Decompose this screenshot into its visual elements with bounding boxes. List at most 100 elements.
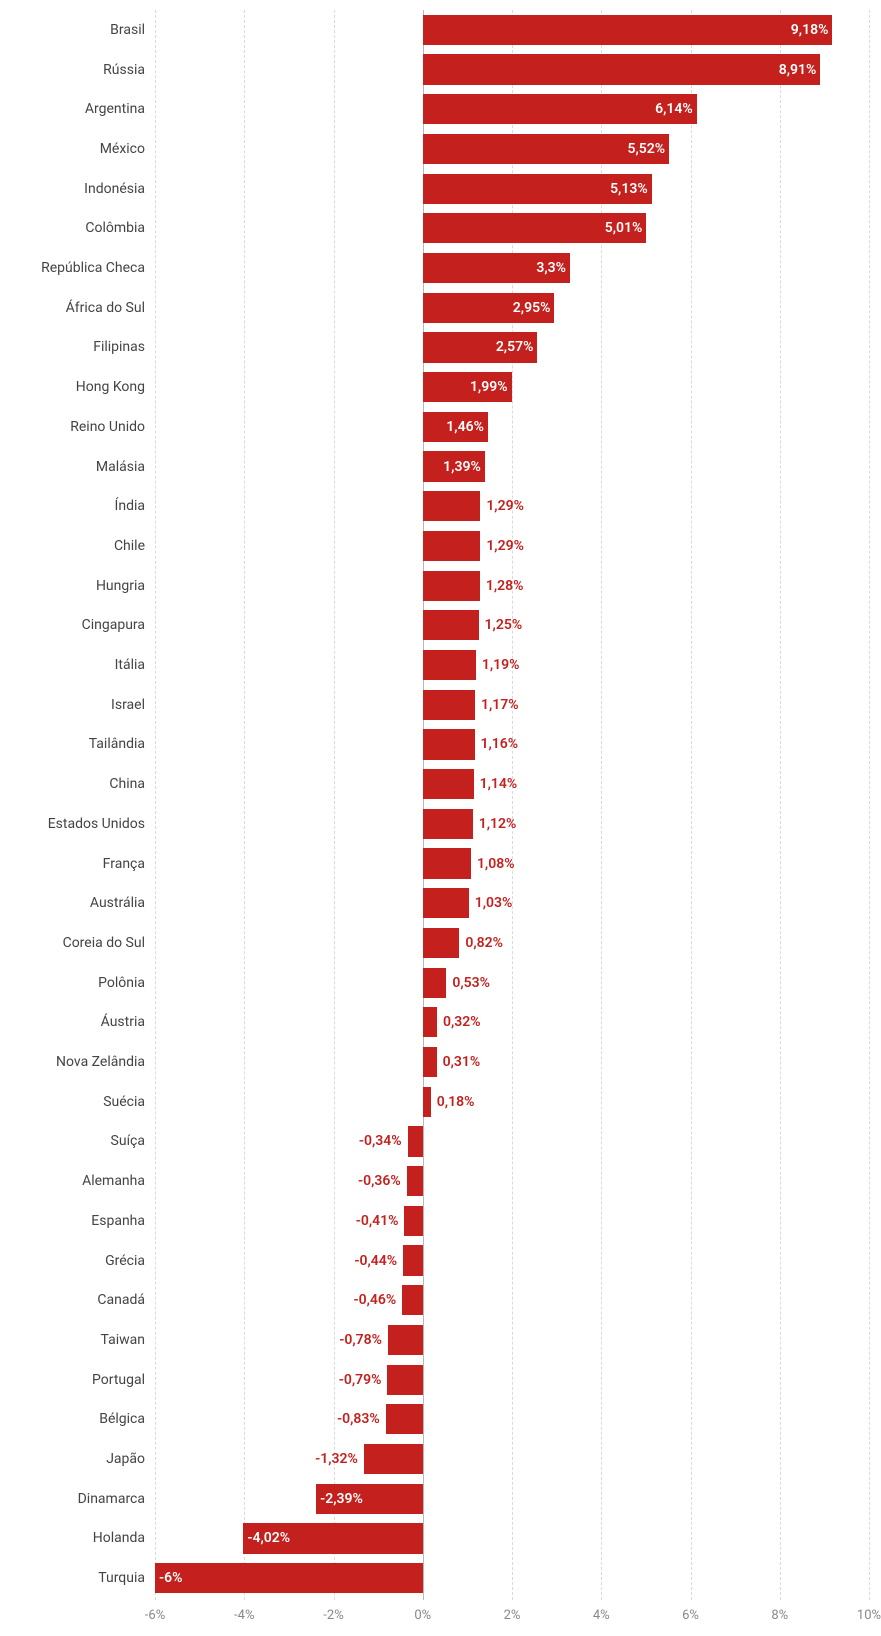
bar-row: Grécia-0,44% [155, 1241, 869, 1281]
x-tick-label: 6% [682, 1608, 699, 1623]
value-label: 1,29% [486, 498, 524, 514]
bar-row: Tailândia1,16% [155, 725, 869, 765]
category-label: Holanda [93, 1530, 155, 1546]
bar [423, 610, 479, 640]
category-label: Indonésia [84, 181, 155, 197]
bar-row: Indonésia5,13% [155, 169, 869, 209]
bar-row: Hong Kong1,99% [155, 367, 869, 407]
value-label: -0,34% [359, 1133, 402, 1149]
bar [423, 729, 475, 759]
bar-row: Cingapura1,25% [155, 606, 869, 646]
value-label: -4,02% [247, 1530, 290, 1546]
bar [423, 848, 471, 878]
x-tick-label: -2% [323, 1608, 343, 1623]
bar [423, 650, 476, 680]
bar [364, 1444, 423, 1474]
category-label: Nova Zelândia [56, 1054, 155, 1070]
bar-row: Brasil9,18% [155, 10, 869, 50]
value-label: 2,57% [496, 339, 534, 355]
category-label: Estados Unidos [48, 816, 155, 832]
bar [423, 968, 447, 998]
value-label: 5,13% [610, 181, 648, 197]
category-label: Bélgica [99, 1411, 155, 1427]
bar [402, 1285, 423, 1315]
value-label: -2,39% [320, 1491, 363, 1507]
category-label: Grécia [105, 1253, 155, 1269]
bar [423, 1087, 431, 1117]
category-label: Suíça [111, 1133, 155, 1149]
category-label: Coreia do Sul [63, 935, 155, 951]
x-tick-label: -6% [145, 1608, 165, 1623]
bar-row: Coreia do Sul0,82% [155, 923, 869, 963]
value-label: 5,52% [627, 141, 665, 157]
category-label: Índia [115, 498, 155, 514]
value-label: 1,46% [446, 419, 484, 435]
category-label: Colômbia [85, 220, 155, 236]
bar [423, 690, 475, 720]
gridline [869, 10, 870, 1600]
bar-row: Rússia8,91% [155, 50, 869, 90]
bar-row: Alemanha-0,36% [155, 1161, 869, 1201]
bar-row: China1,14% [155, 764, 869, 804]
bar [423, 888, 469, 918]
bar [423, 491, 481, 521]
category-label: China [109, 776, 155, 792]
bar-row: Portugal-0,79% [155, 1360, 869, 1400]
category-label: Turquia [98, 1570, 155, 1586]
category-label: Suécia [103, 1094, 155, 1110]
category-label: Hong Kong [76, 379, 155, 395]
value-label: 1,25% [485, 617, 523, 633]
value-label: 1,39% [443, 459, 481, 475]
value-label: 1,12% [479, 816, 517, 832]
category-label: Portugal [92, 1372, 155, 1388]
value-label: 1,19% [482, 657, 520, 673]
x-tick-label: 0% [414, 1608, 431, 1623]
bar [403, 1245, 423, 1275]
value-label: 1,29% [486, 538, 524, 554]
value-label: -0,41% [356, 1213, 399, 1229]
bar-row: Holanda-4,02% [155, 1519, 869, 1559]
category-label: Israel [111, 697, 155, 713]
bar [423, 928, 460, 958]
bar-row: Israel1,17% [155, 685, 869, 725]
bar-row: Itália1,19% [155, 645, 869, 685]
category-label: México [100, 141, 155, 157]
bar-row: Canadá-0,46% [155, 1280, 869, 1320]
value-label: 0,31% [443, 1054, 481, 1070]
bar [404, 1206, 422, 1236]
bar [387, 1365, 422, 1395]
bar [423, 15, 833, 45]
bar-row: Taiwan-0,78% [155, 1320, 869, 1360]
bar-row: Índia1,29% [155, 486, 869, 526]
bar-row: Chile1,29% [155, 526, 869, 566]
category-label: Hungria [96, 578, 155, 594]
bar-row: Hungria1,28% [155, 566, 869, 606]
value-label: 3,3% [536, 260, 566, 276]
category-label: África do Sul [66, 300, 155, 316]
value-label: 5,01% [605, 220, 643, 236]
category-label: Japão [106, 1451, 155, 1467]
category-label: Polônia [98, 975, 155, 991]
value-label: 0,53% [452, 975, 490, 991]
category-label: Rússia [103, 62, 155, 78]
category-label: Malásia [96, 459, 155, 475]
value-label: 1,28% [486, 578, 524, 594]
bar [386, 1404, 423, 1434]
bar [423, 809, 473, 839]
category-label: Áustria [101, 1014, 155, 1030]
bar-row: Filipinas2,57% [155, 328, 869, 368]
bar-row: Reino Unido1,46% [155, 407, 869, 447]
bar-row: Suécia0,18% [155, 1082, 869, 1122]
value-label: 1,16% [481, 736, 519, 752]
category-label: Cingapura [82, 617, 155, 633]
category-label: Itália [115, 657, 155, 673]
value-label: -6% [159, 1570, 182, 1586]
plot-area: -6%-4%-2%0%2%4%6%8%10%Brasil9,18%Rússia8… [155, 10, 869, 1600]
bar-row: Turquia-6% [155, 1558, 869, 1598]
category-label: Argentina [85, 101, 155, 117]
bar-row: Argentina6,14% [155, 89, 869, 129]
category-label: Reino Unido [70, 419, 155, 435]
bar [423, 531, 481, 561]
bar [423, 54, 821, 84]
category-label: Chile [114, 538, 155, 554]
